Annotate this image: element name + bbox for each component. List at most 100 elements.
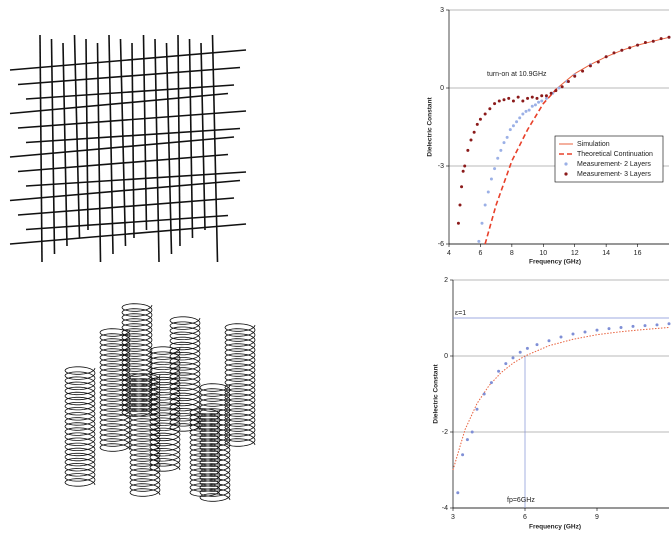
rod xyxy=(17,153,229,173)
data-point xyxy=(508,128,512,132)
data-point xyxy=(566,80,570,83)
data-point xyxy=(524,109,528,113)
coil xyxy=(189,408,221,497)
legend-swatch xyxy=(564,162,568,166)
data-point xyxy=(458,203,462,207)
x-tick-label: 4 xyxy=(447,250,451,257)
data-point xyxy=(515,120,519,124)
coil xyxy=(199,383,231,502)
rod xyxy=(9,223,247,245)
data-point xyxy=(547,339,551,343)
data-point xyxy=(573,74,577,78)
data-point xyxy=(631,324,635,328)
data-point xyxy=(483,203,487,207)
data-point xyxy=(557,86,561,90)
rod xyxy=(200,42,206,231)
rod xyxy=(9,92,229,115)
rod xyxy=(25,84,235,100)
data-point xyxy=(475,407,479,411)
rod xyxy=(50,38,56,255)
y-tick-label: -3 xyxy=(438,163,444,170)
rod xyxy=(25,214,229,231)
reference-label: ε=1 xyxy=(455,310,466,317)
rod xyxy=(85,38,89,231)
data-point xyxy=(525,346,529,350)
y-tick-label: -4 xyxy=(442,505,448,512)
x-tick-label: 16 xyxy=(634,250,642,257)
rod xyxy=(25,127,241,144)
data-point xyxy=(489,177,493,181)
data-point xyxy=(504,362,508,366)
data-point xyxy=(456,221,460,225)
series-line xyxy=(452,327,670,471)
data-point xyxy=(460,185,464,189)
data-point xyxy=(655,323,659,327)
rod xyxy=(211,34,219,263)
data-point xyxy=(527,108,531,112)
data-point xyxy=(478,117,482,121)
rod xyxy=(17,110,247,129)
rod xyxy=(142,34,148,231)
y-tick-label: 0 xyxy=(444,353,448,360)
rod xyxy=(9,136,235,158)
data-point xyxy=(588,64,592,68)
x-tick-label: 9 xyxy=(595,514,599,521)
y-tick-label: -2 xyxy=(442,429,448,436)
data-point xyxy=(537,100,541,104)
legend: Simulation Theoretical Continuation Measur… xyxy=(554,135,664,183)
data-point xyxy=(480,221,484,225)
data-point xyxy=(466,148,470,152)
rod xyxy=(108,34,114,255)
coil-array-illustration xyxy=(64,303,256,502)
data-point xyxy=(502,98,506,102)
annotation: turn-on at 10.9GHz xyxy=(487,71,547,78)
x-tick-label: 12 xyxy=(571,250,579,257)
coil xyxy=(64,366,96,487)
y-axis-label: Dielectric Constant xyxy=(427,97,434,157)
data-point xyxy=(461,453,465,457)
data-point xyxy=(511,356,515,360)
legend-label: Simulation xyxy=(577,141,610,148)
rod xyxy=(188,38,194,239)
data-point xyxy=(502,141,506,145)
x-tick-label: 6 xyxy=(523,514,527,521)
data-point xyxy=(544,96,548,100)
data-point xyxy=(482,392,486,396)
data-point xyxy=(583,330,587,334)
data-point xyxy=(554,89,558,93)
legend-label: Measurement- 2 Layers xyxy=(577,161,651,168)
data-point xyxy=(596,60,600,64)
data-point xyxy=(463,164,467,168)
data-point xyxy=(518,116,522,120)
data-point xyxy=(560,85,564,89)
data-point xyxy=(511,124,515,128)
rod xyxy=(39,34,43,263)
data-point xyxy=(526,96,530,100)
x-axis-label: Frequency (GHz) xyxy=(529,259,581,266)
chart: -4 -2 0 2 3 6 9 ε=1 fp=6GHz xyxy=(442,277,671,521)
rod xyxy=(9,179,241,202)
data-point xyxy=(470,430,474,434)
data-point xyxy=(472,130,476,134)
data-point xyxy=(619,326,623,329)
x-tick-label: 3 xyxy=(451,514,455,521)
data-point xyxy=(581,69,585,73)
y-tick-label: -6 xyxy=(438,241,444,248)
series-line xyxy=(484,87,558,245)
data-point xyxy=(518,350,522,354)
rod xyxy=(73,34,81,239)
data-point xyxy=(456,491,460,495)
data-point xyxy=(620,48,624,52)
chart: -6 -3 0 3 4 6 8 10 12 14 16 Simulation Theoretical C… xyxy=(438,7,671,257)
legend-swatch xyxy=(564,172,568,176)
data-point xyxy=(475,122,479,126)
coil xyxy=(149,346,181,472)
data-point xyxy=(540,99,544,103)
x-tick-label: 14 xyxy=(602,250,610,257)
data-point xyxy=(607,327,611,331)
coil xyxy=(224,323,256,447)
x-tick-label: 10 xyxy=(539,250,547,257)
data-point xyxy=(461,169,465,173)
data-point xyxy=(496,156,500,160)
